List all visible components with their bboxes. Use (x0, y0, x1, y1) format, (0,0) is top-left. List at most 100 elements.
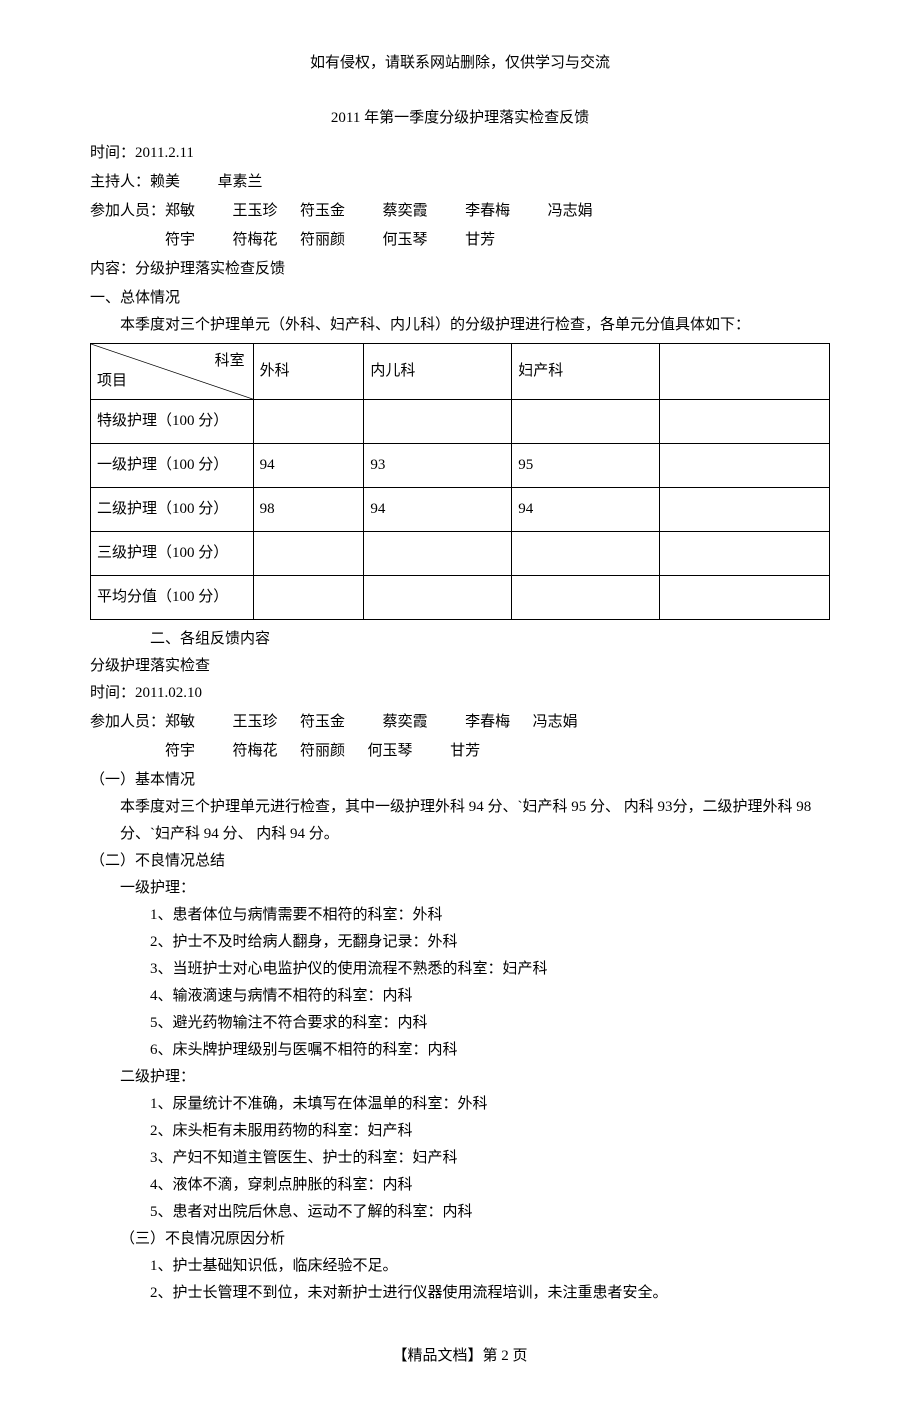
attendee: 何玉琴 (383, 232, 428, 248)
table-row: 特级护理（100 分） (91, 400, 830, 444)
row-label: 特级护理（100 分） (91, 400, 254, 444)
attendee: 甘芳 (450, 743, 480, 759)
attendee: 郑敏 (165, 714, 195, 730)
cell (660, 532, 830, 576)
diag-header-cell: 科室 项目 (91, 344, 254, 400)
attendee: 符丽颜 (300, 743, 345, 759)
cell: 93 (364, 444, 512, 488)
attendees-line-2: 符宇 符梅花 符丽颜 何玉琴 甘芳 (90, 227, 830, 254)
cell: 98 (253, 488, 364, 532)
time-line: 时间：2011.2.11 (90, 140, 830, 167)
list-item: 3、当班护士对心电监护仪的使用流程不熟悉的科室：妇产科 (90, 956, 830, 983)
sub3-heading: （三）不良情况原因分析 (90, 1226, 830, 1253)
sub1-paragraph: 本季度对三个护理单元进行检查，其中一级护理外科 94 分、`妇产科 95 分、 … (90, 794, 830, 848)
cell (512, 532, 660, 576)
attendee: 王玉珍 (233, 203, 278, 219)
row-label: 二级护理（100 分） (91, 488, 254, 532)
sec2-time-label: 时间： (90, 685, 135, 701)
sec2-attendees-line-2: 符宇符梅花符丽颜何玉琴甘芳 (90, 738, 830, 765)
attendee: 符玉金 (300, 203, 345, 219)
col-header: 妇产科 (512, 344, 660, 400)
list-item: 1、患者体位与病情需要不相符的科室：外科 (90, 902, 830, 929)
attendee: 符宇 (165, 232, 195, 248)
table-row: 三级护理（100 分） (91, 532, 830, 576)
attendee: 符丽颜 (300, 232, 345, 248)
diag-bot-label: 项目 (97, 368, 127, 395)
cell (660, 444, 830, 488)
attendee: 王玉珍 (233, 714, 278, 730)
col-header (660, 344, 830, 400)
row-label: 平均分值（100 分） (91, 576, 254, 620)
cell: 94 (364, 488, 512, 532)
attendee: 李春梅 (465, 203, 510, 219)
section-1-heading: 一、总体情况 (90, 285, 830, 312)
host-line: 主持人：赖美 卓素兰 (90, 169, 830, 196)
diag-top-label: 科室 (215, 348, 245, 375)
attendee: 符玉金 (300, 714, 345, 730)
content-label: 内容： (90, 261, 135, 277)
sec2-attendees-label: 参加人员： (90, 714, 165, 730)
sub2-heading: （二）不良情况总结 (90, 848, 830, 875)
attendee: 冯志娟 (533, 714, 578, 730)
host-label: 主持人： (90, 174, 150, 190)
content-line: 内容：分级护理落实检查反馈 (90, 256, 830, 283)
sec2-time-line: 时间：2011.02.10 (90, 680, 830, 707)
list-item: 2、护士不及时给病人翻身，无翻身记录：外科 (90, 929, 830, 956)
row-label: 一级护理（100 分） (91, 444, 254, 488)
table-row: 一级护理（100 分） 94 93 95 (91, 444, 830, 488)
host-value: 赖美 (150, 174, 180, 190)
cell (660, 576, 830, 620)
attendee: 符梅花 (233, 232, 278, 248)
cell (364, 400, 512, 444)
header-note: 如有侵权，请联系网站删除，仅供学习与交流 (90, 50, 830, 77)
host-value-2: 卓素兰 (218, 174, 263, 190)
content-value: 分级护理落实检查反馈 (135, 261, 285, 277)
table-header-row: 科室 项目 外科 内儿科 妇产科 (91, 344, 830, 400)
list-item: 4、液体不滴，穿刺点肿胀的科室：内科 (90, 1172, 830, 1199)
cell: 94 (253, 444, 364, 488)
col-header: 外科 (253, 344, 364, 400)
cell (364, 532, 512, 576)
list-item: 2、床头柜有未服用药物的科室：妇产科 (90, 1118, 830, 1145)
list-item: 5、避光药物输注不符合要求的科室：内科 (90, 1010, 830, 1037)
list-item: 5、患者对出院后休息、运动不了解的科室：内科 (90, 1199, 830, 1226)
attendee: 符宇 (165, 743, 195, 759)
section-1-paragraph: 本季度对三个护理单元（外科、妇产科、内儿科）的分级护理进行检查，各单元分值具体如… (90, 312, 830, 339)
cell (512, 576, 660, 620)
time-value: 2011.2.11 (135, 145, 194, 161)
cell (364, 576, 512, 620)
attendees-label: 参加人员： (90, 203, 165, 219)
sub1-heading: （一）基本情况 (90, 767, 830, 794)
group2-label: 二级护理： (90, 1064, 830, 1091)
attendee: 蔡奕霞 (383, 714, 428, 730)
row-label: 三级护理（100 分） (91, 532, 254, 576)
list-item: 6、床头牌护理级别与医嘱不相符的科室：内科 (90, 1037, 830, 1064)
sec2-time-value: 2011.02.10 (135, 685, 202, 701)
cell (660, 400, 830, 444)
attendees-line-1: 参加人员：郑敏 王玉珍 符玉金 蔡奕霞 李春梅 冯志娟 (90, 198, 830, 225)
col-header: 内儿科 (364, 344, 512, 400)
list-item: 1、尿量统计不准确，未填写在体温单的科室：外科 (90, 1091, 830, 1118)
attendee: 蔡奕霞 (383, 203, 428, 219)
cell (253, 576, 364, 620)
cell: 94 (512, 488, 660, 532)
cell (512, 400, 660, 444)
list-item: 1、护士基础知识低，临床经验不足。 (90, 1253, 830, 1280)
attendee: 郑敏 (165, 203, 195, 219)
section-2-heading: 二、各组反馈内容 (90, 626, 830, 653)
cell (253, 532, 364, 576)
attendee: 冯志娟 (548, 203, 593, 219)
attendee: 甘芳 (465, 232, 495, 248)
sec2-attendees-line-1: 参加人员：郑敏 王玉珍 符玉金 蔡奕霞 李春梅 冯志娟 (90, 709, 830, 736)
cell: 95 (512, 444, 660, 488)
list-item: 4、输液滴速与病情不相符的科室：内科 (90, 983, 830, 1010)
list-item: 3、产妇不知道主管医生、护士的科室：妇产科 (90, 1145, 830, 1172)
list-item: 2、护士长管理不到位，未对新护士进行仪器使用流程培训，未注重患者安全。 (90, 1280, 830, 1307)
page-footer: 【精品文档】第 2 页 (90, 1343, 830, 1370)
attendee: 李春梅 (465, 714, 510, 730)
table-row: 二级护理（100 分） 98 94 94 (91, 488, 830, 532)
time-label: 时间： (90, 145, 135, 161)
score-table: 科室 项目 外科 内儿科 妇产科 特级护理（100 分） 一级护理（100 分）… (90, 343, 830, 620)
table-row: 平均分值（100 分） (91, 576, 830, 620)
attendee: 符梅花 (233, 743, 278, 759)
